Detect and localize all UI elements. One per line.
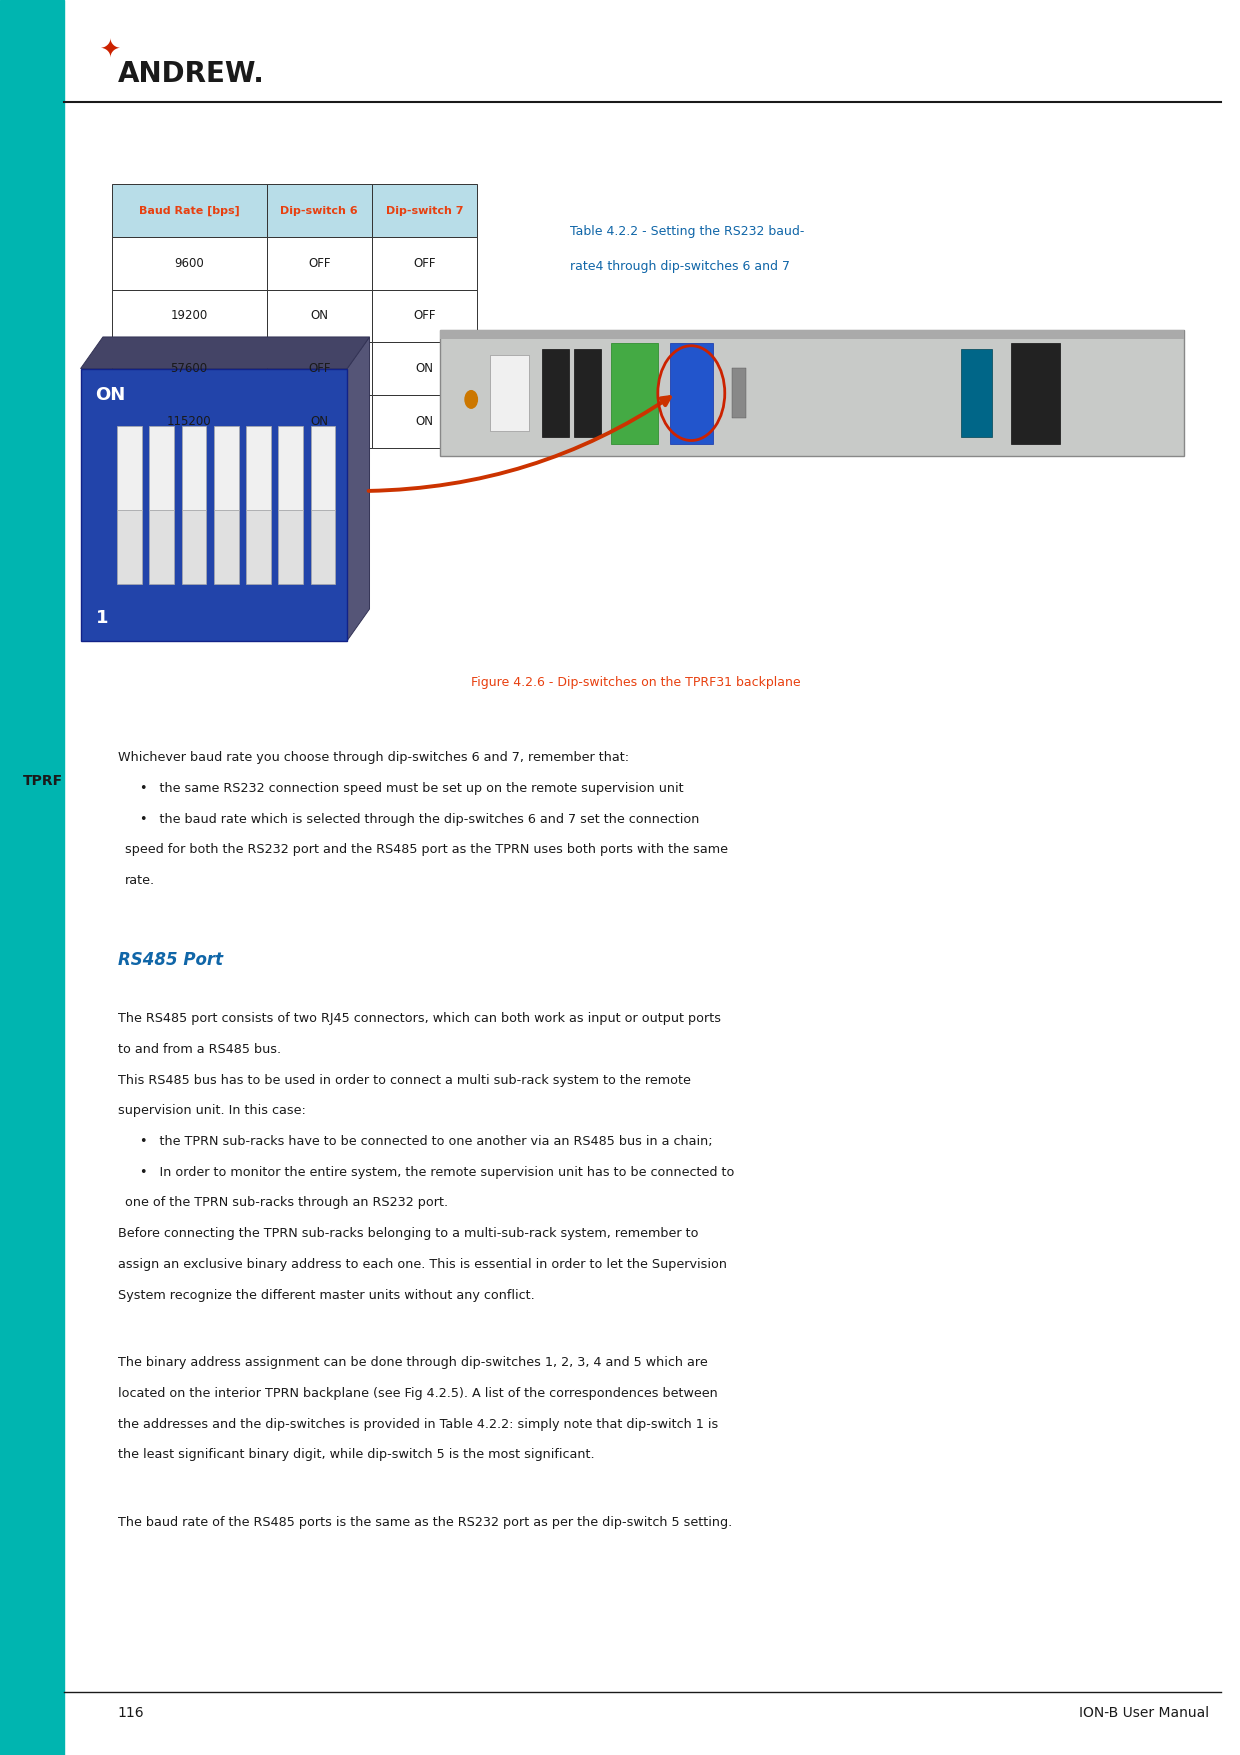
Text: speed for both the RS232 port and the RS485 port as the TPRN uses both ports wit: speed for both the RS232 port and the RS… [125,844,728,856]
Text: ON: ON [415,362,434,376]
Text: Before connecting the TPRN sub-racks belonging to a multi-sub-rack system, remem: Before connecting the TPRN sub-racks bel… [118,1227,698,1241]
Bar [267,342,372,395]
Text: ON: ON [310,309,329,323]
Circle shape [465,391,477,409]
Text: Dip-switch 7: Dip-switch 7 [386,205,464,216]
Bar [112,395,267,448]
Bar [112,342,267,395]
Text: OFF: OFF [308,362,331,376]
Bar [213,511,238,584]
Text: 57600: 57600 [171,362,207,376]
Text: •   In order to monitor the entire system, the remote supervision unit has to be: • In order to monitor the entire system,… [140,1165,734,1179]
Bar [732,369,746,418]
Bar [372,290,477,342]
Bar [0,0,64,1755]
Bar [181,426,206,511]
Text: •   the TPRN sub-racks have to be connected to one another via an RS485 bus in a: • the TPRN sub-racks have to be connecte… [140,1135,713,1148]
Bar [267,290,372,342]
Text: System recognize the different master units without any conflict.: System recognize the different master un… [118,1288,534,1302]
Text: ON: ON [95,386,125,404]
Bar [310,511,335,584]
Text: Figure 4.2.6 - Dip-switches on the TPRF31 backplane: Figure 4.2.6 - Dip-switches on the TPRF3… [471,676,801,688]
Text: TPRF: TPRF [24,774,63,788]
Text: 19200: 19200 [170,309,208,323]
Text: ION-B User Manual: ION-B User Manual [1079,1706,1209,1720]
Bar [246,426,270,511]
Text: The RS485 port consists of two RJ45 connectors, which can both work as input or : The RS485 port consists of two RJ45 conn… [118,1013,720,1025]
Bar [278,426,303,511]
Bar [372,184,477,237]
Text: ON: ON [310,414,329,428]
Bar [310,426,335,511]
Bar [117,511,141,584]
Bar [372,342,477,395]
Bar [149,426,174,511]
Text: This RS485 bus has to be used in order to connect a multi sub-rack system to the: This RS485 bus has to be used in order t… [118,1074,691,1086]
Text: rate.: rate. [125,874,155,886]
Bar [213,426,238,511]
Text: OFF: OFF [308,256,331,270]
Text: 1: 1 [95,609,108,627]
Bar [490,355,529,432]
Text: OFF: OFF [413,256,436,270]
Bar [440,330,1184,339]
Text: 9600: 9600 [175,256,203,270]
Polygon shape [347,337,370,641]
Text: •   the same RS232 connection speed must be set up on the remote supervision uni: • the same RS232 connection speed must b… [140,783,683,795]
Bar [181,511,206,584]
Text: the least significant binary digit, while dip-switch 5 is the most significant.: the least significant binary digit, whil… [118,1448,594,1462]
Bar [112,184,267,237]
Bar [574,349,601,437]
Bar [542,349,569,437]
Text: ✦: ✦ [100,39,122,63]
Text: Baud Rate [bps]: Baud Rate [bps] [139,205,239,216]
Bar [961,349,992,437]
Text: 116: 116 [118,1706,144,1720]
Text: Table 4.2.2 - Setting the RS232 baud-: Table 4.2.2 - Setting the RS232 baud- [570,225,805,237]
Text: located on the interior TPRN backplane (see Fig 4.2.5). A list of the correspond: located on the interior TPRN backplane (… [118,1386,718,1400]
Bar [112,237,267,290]
Bar [440,330,1184,456]
Bar [149,511,174,584]
Text: supervision unit. In this case:: supervision unit. In this case: [118,1104,306,1118]
Text: Whichever baud rate you choose through dip-switches 6 and 7, remember that:: Whichever baud rate you choose through d… [118,751,629,763]
Bar [267,237,372,290]
Text: assign an exclusive binary address to each one. This is essential in order to le: assign an exclusive binary address to ea… [118,1258,727,1271]
Bar [117,426,141,511]
Text: OFF: OFF [413,309,436,323]
Bar [372,395,477,448]
Text: 115200: 115200 [167,414,211,428]
Text: The binary address assignment can be done through dip-switches 1, 2, 3, 4 and 5 : The binary address assignment can be don… [118,1357,708,1369]
Bar [611,342,658,444]
Bar [670,342,713,444]
Bar [81,369,347,641]
Polygon shape [81,337,370,369]
Text: ON: ON [415,414,434,428]
Text: Dip-switch 6: Dip-switch 6 [280,205,358,216]
Bar [267,395,372,448]
Text: the addresses and the dip-switches is provided in Table 4.2.2: simply note that : the addresses and the dip-switches is pr… [118,1418,718,1430]
Bar [372,237,477,290]
Text: rate4 through dip-switches 6 and 7: rate4 through dip-switches 6 and 7 [570,260,790,272]
Text: ANDREW.: ANDREW. [118,60,264,88]
Text: RS485 Port: RS485 Port [118,951,223,969]
Text: The baud rate of the RS485 ports is the same as the RS232 port as per the dip-sw: The baud rate of the RS485 ports is the … [118,1516,732,1529]
Bar [267,184,372,237]
Bar [112,290,267,342]
Bar [1011,342,1060,444]
Text: one of the TPRN sub-racks through an RS232 port.: one of the TPRN sub-racks through an RS2… [125,1197,449,1209]
Text: •   the baud rate which is selected through the dip-switches 6 and 7 set the con: • the baud rate which is selected throug… [140,813,699,825]
Bar [246,511,270,584]
Bar [278,511,303,584]
Text: to and from a RS485 bus.: to and from a RS485 bus. [118,1042,281,1057]
